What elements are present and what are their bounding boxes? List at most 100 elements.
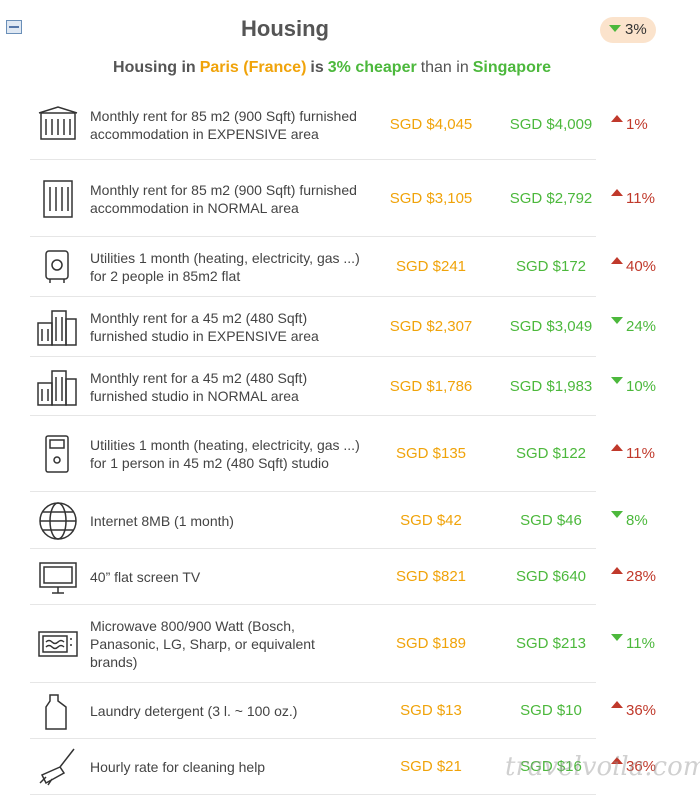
price-paris: SGD $42 (400, 511, 462, 529)
price-paris: SGD $821 (395, 568, 467, 585)
price-paris: SGD $189 (395, 635, 467, 652)
price-paris: SGD $241 (395, 258, 467, 275)
item-description: 40” flat screen TV (90, 569, 201, 585)
price-paris: SGD $1,786 (389, 377, 473, 395)
collapse-icon[interactable] (6, 20, 22, 34)
down-arrow (609, 25, 621, 32)
table-row: Hourly rate for cleaning help SGD $21 SGD … (0, 739, 700, 795)
table-row: Laundry detergent (3 l. ~ 100 oz.) SGD $1… (0, 683, 700, 739)
row-separator (30, 296, 596, 297)
up-arrow (611, 701, 623, 708)
up-arrow (611, 567, 623, 574)
price-change: 1% (626, 116, 648, 133)
item-description: Monthly rent for 85 m2 (900 Sqft) furnis… (90, 108, 357, 142)
overall-badge: 3% (600, 17, 656, 43)
summary-text: is (310, 59, 324, 76)
up-arrow (611, 444, 623, 451)
item-description: Internet 8MB (1 month) (90, 512, 234, 529)
up-arrow (611, 757, 623, 764)
row-separator (30, 682, 596, 683)
row-icon (38, 106, 78, 140)
item-description: Monthly rent for a 45 m2 (480 Sqft) furn… (90, 310, 319, 344)
price-change: 8% (626, 511, 648, 529)
row-separator (30, 159, 596, 160)
row-icon (37, 369, 77, 406)
price-change: 36% (626, 758, 657, 775)
item-description: Microwave 800/900 Watt (Bosch, Panasonic… (90, 618, 315, 670)
row-icon (43, 179, 73, 218)
table-row: Utilities 1 month (heating, electricity,… (0, 237, 700, 297)
price-change: 10% (626, 377, 657, 395)
price-paris: SGD $13 (400, 702, 462, 719)
item-description: Monthly rent for a 45 m2 (480 Sqft) furn… (90, 369, 308, 404)
down-arrow (611, 317, 623, 324)
watermark: travelvoila.com (505, 752, 700, 782)
row-icon (39, 562, 77, 594)
summary-city: Singapore (472, 59, 551, 76)
price-paris: SGD $4,045 (389, 116, 473, 133)
price-singapore: SGD $3,049 (509, 318, 593, 335)
table-row: Monthly rent for a 45 m2 (480 Sqft) furn… (0, 297, 700, 357)
price-paris: SGD $3,105 (389, 189, 473, 207)
price-singapore: SGD $213 (515, 635, 587, 652)
item-description: Utilities 1 month (heating, electricity,… (90, 437, 360, 471)
price-singapore: SGD $122 (515, 445, 587, 462)
row-separator (30, 415, 596, 416)
down-arrow (611, 634, 623, 641)
summary: Housing in Paris (France) is 3% cheaper than… (0, 59, 664, 77)
table-row: Monthly rent for 85 m2 (900 Sqft) furnis… (0, 90, 700, 160)
price-change: 24% (626, 318, 657, 335)
row-icon (37, 310, 77, 346)
item-description: Hourly rate for cleaning help (90, 759, 266, 775)
summary-diff: 3% cheaper (327, 59, 417, 76)
item-description: Monthly rent for 85 m2 (900 Sqft) furnis… (90, 181, 357, 216)
price-singapore: SGD $172 (515, 258, 587, 275)
row-icon (45, 694, 67, 730)
price-singapore: SGD $46 (520, 511, 582, 529)
row-separator (30, 236, 596, 237)
table-row: Utilities 1 month (heating, electricity,… (0, 416, 700, 492)
price-change: 40% (626, 258, 657, 275)
section-title: Housing (241, 16, 329, 41)
price-singapore: SGD $2,792 (509, 189, 593, 207)
price-paris: SGD $21 (400, 758, 462, 775)
item-description: Utilities 1 month (heating, electricity,… (90, 250, 360, 284)
price-paris: SGD $135 (395, 445, 467, 462)
table-row: Monthly rent for 85 m2 (900 Sqft) furnis… (0, 160, 700, 237)
price-change: 36% (626, 702, 657, 719)
badge-value: 3% (625, 21, 647, 38)
row-separator (30, 491, 596, 492)
price-change: 11% (626, 445, 655, 462)
row-icon (39, 748, 75, 786)
down-arrow (611, 376, 623, 384)
row-separator (30, 604, 596, 605)
price-singapore: SGD $16 (520, 758, 582, 775)
item-description: Laundry detergent (3 l. ~ 100 oz.) (90, 703, 298, 719)
price-singapore: SGD $640 (515, 568, 587, 585)
down-arrow (611, 510, 623, 518)
row-separator (30, 356, 596, 357)
price-change: 11% (626, 635, 655, 652)
row-icon (38, 631, 78, 657)
price-singapore: SGD $10 (520, 702, 582, 719)
row-icon (45, 435, 69, 473)
up-arrow (611, 115, 623, 122)
row-icon (45, 250, 69, 283)
row-separator (30, 738, 596, 739)
row-icon (39, 501, 77, 540)
summary-text: than in (420, 59, 469, 76)
table-row: Microwave 800/900 Watt (Bosch, Panasonic… (0, 605, 700, 683)
summary-text: Housing in (113, 59, 196, 76)
price-singapore: SGD $4,009 (509, 116, 593, 133)
up-arrow (611, 257, 623, 264)
price-change: 11% (626, 189, 655, 207)
price-singapore: SGD $1,983 (509, 377, 593, 395)
table-row: 40” flat screen TV SGD $821 SGD $640 28% (0, 549, 700, 605)
summary-city: Paris (France) (199, 59, 307, 76)
table-row: Monthly rent for a 45 m2 (480 Sqft) furn… (0, 357, 700, 416)
row-separator (30, 548, 596, 549)
price-paris: SGD $2,307 (389, 318, 473, 335)
price-change: 28% (626, 568, 657, 585)
table-row: Internet 8MB (1 month) SGD $42 SGD $46 8% (0, 492, 700, 549)
